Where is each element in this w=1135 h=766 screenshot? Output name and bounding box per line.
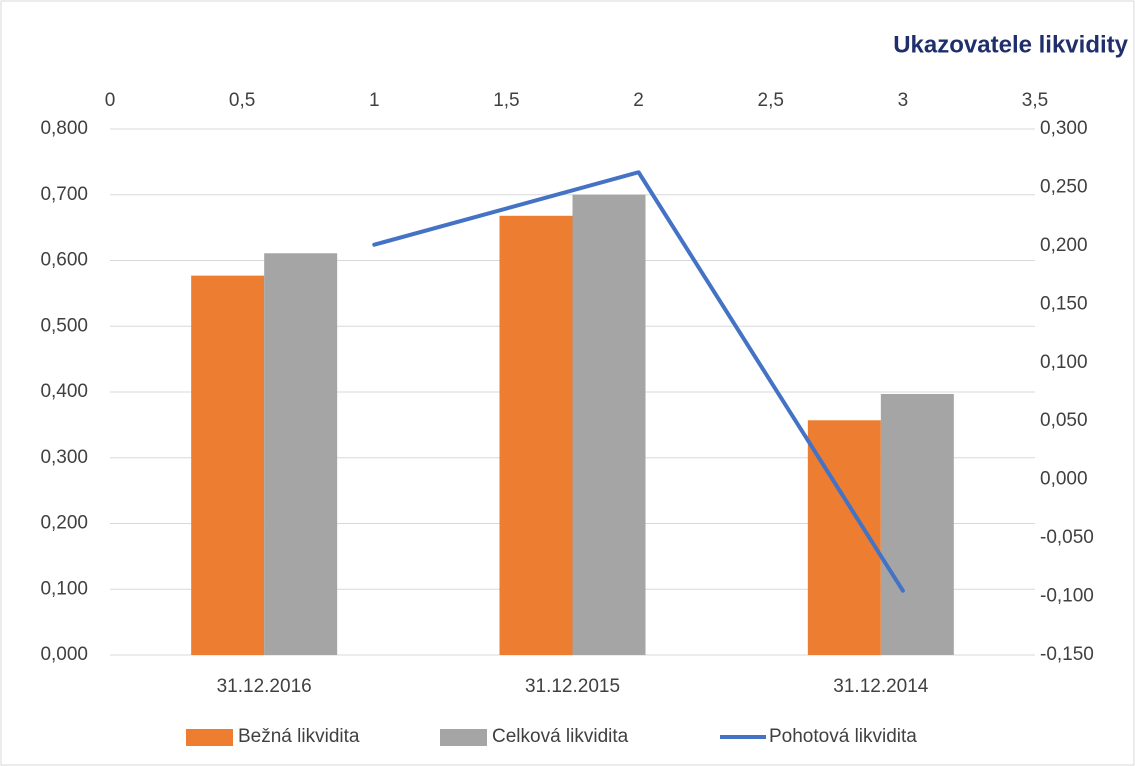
x2-tick-label: 1,5 (493, 90, 519, 111)
chart-title: Ukazovatele likvidity (893, 31, 1128, 58)
y2-tick-label: 0,000 (1040, 469, 1088, 490)
x-tick-label: 31.12.2015 (525, 676, 620, 697)
x2-tick-label: 2 (633, 90, 644, 111)
y-tick-label: 0,100 (40, 578, 88, 599)
x2-tick-label: 0 (105, 90, 116, 111)
line (372, 170, 905, 593)
y2-tick-label: -0,150 (1040, 644, 1094, 665)
y-tick-label: 0,600 (40, 250, 88, 271)
y-tick-label: 0,300 (40, 447, 88, 468)
y-tick-label: 0,500 (40, 315, 88, 336)
legend-label: Celková likvidita (492, 726, 629, 747)
y-tick-label: 0,000 (40, 644, 88, 665)
y2-tick-label: 0,300 (1040, 118, 1088, 139)
y2-tick-label: -0,100 (1040, 586, 1094, 607)
x2-tick-label: 3,5 (1022, 90, 1048, 111)
bar (880, 393, 954, 655)
y2-tick-label: 0,050 (1040, 410, 1088, 431)
y-tick-label: 0,400 (40, 381, 88, 402)
y-tick-label: 0,700 (40, 184, 88, 205)
y2-tick-label: 0,150 (1040, 293, 1088, 314)
x-tick-label: 31.12.2016 (217, 676, 312, 697)
bar (499, 215, 573, 656)
x2-tick-label: 3 (898, 90, 909, 111)
legend-label: Pohotová likvidita (769, 726, 917, 747)
legend-swatch (440, 729, 487, 746)
y2-tick-label: 0,250 (1040, 176, 1088, 197)
y2-tick-label: -0,050 (1040, 527, 1094, 548)
y2-tick-label: 0,100 (1040, 352, 1088, 373)
legend-swatch (186, 729, 233, 746)
y-tick-label: 0,800 (40, 118, 88, 139)
bar (572, 194, 646, 655)
x2-tick-label: 1 (369, 90, 380, 111)
y-tick-label: 0,200 (40, 513, 88, 534)
y2-tick-label: 0,200 (1040, 235, 1088, 256)
x2-tick-label: 0,5 (229, 90, 255, 111)
x2-tick-label: 2,5 (758, 90, 784, 111)
x-tick-label: 31.12.2014 (833, 676, 929, 697)
bar (191, 275, 265, 655)
legend-label: Bežná likvidita (238, 726, 360, 747)
bar (264, 253, 338, 655)
